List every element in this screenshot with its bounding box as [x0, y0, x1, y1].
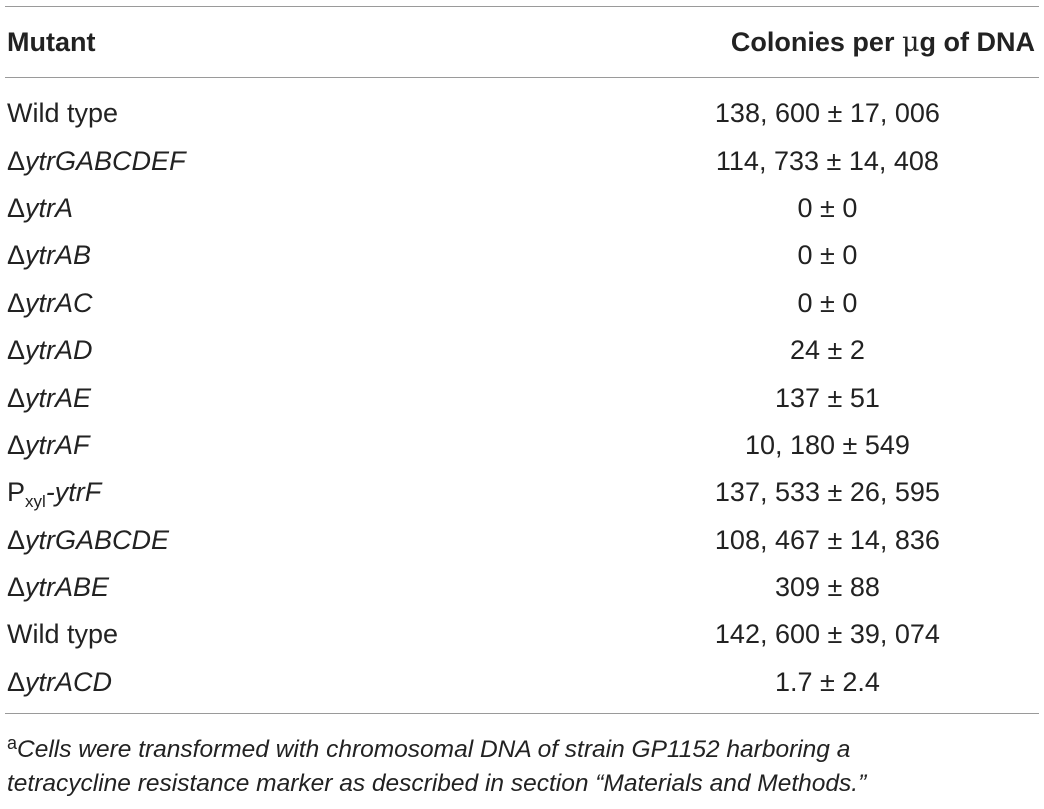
footnote-text-1: Cells were transformed with chromosomal …: [17, 736, 851, 764]
mutant-name: ytrABE: [25, 572, 110, 603]
footnote-marker: a: [7, 733, 18, 754]
table-row: Wild type 142, 600 ± 39, 074: [5, 611, 1039, 658]
table-row: ΔytrAB 0 ± 0: [5, 232, 1039, 279]
cell-colonies: 138, 600 ± 17, 006: [714, 98, 940, 129]
header-colonies-suffix: g of DNA: [919, 26, 1035, 57]
cell-colonies: 1.7 ± 2.4: [774, 666, 880, 697]
cell-mutant: ΔytrAB: [5, 240, 606, 271]
cell-mutant: Pxyl-ytrF: [5, 477, 606, 512]
mutant-prefix: Δ: [7, 666, 26, 697]
table-row: ΔytrACD 1.7 ± 2.4: [5, 659, 1039, 706]
table-header-row: Mutant Colonies per μg of DNA: [5, 7, 1039, 77]
mutant-prefix: P: [7, 477, 26, 508]
mutant-prefix: Δ: [7, 145, 26, 176]
results-table: Mutant Colonies per μg of DNA Wild type 1…: [5, 6, 1039, 801]
cell-mutant: ΔytrAD: [5, 335, 606, 366]
cell-colonies: 309 ± 88: [774, 572, 880, 603]
mutant-prefix: Δ: [7, 287, 26, 318]
table-row: Wild type 138, 600 ± 17, 006: [5, 90, 1039, 137]
header-colonies-prefix: Colonies per: [730, 26, 902, 57]
table-row: ΔytrA 0 ± 0: [5, 185, 1039, 232]
mutant-name: ytrACD: [25, 666, 113, 697]
mutant-prefix: Δ: [7, 192, 26, 223]
cell-colonies: 10, 180 ± 549: [744, 429, 910, 460]
cell-colonies: 0 ± 0: [797, 192, 858, 223]
cell-mutant: ΔytrGABCDE: [5, 525, 606, 556]
mutant-prefix: Δ: [7, 572, 26, 603]
cell-mutant: ΔytrA: [5, 193, 606, 224]
mutant-name: ytrGABCDE: [25, 524, 170, 555]
cell-colonies: 137, 533 ± 26, 595: [714, 477, 940, 508]
table-row: ΔytrGABCDEF 114, 733 ± 14, 408: [5, 137, 1039, 184]
cell-colonies: 114, 733 ± 14, 408: [715, 145, 939, 176]
cell-colonies: 0 ± 0: [797, 287, 858, 318]
mutant-name: ytrAB: [25, 240, 92, 271]
table-bottom-rule: [5, 713, 1039, 715]
cell-mutant: Wild type: [5, 98, 606, 129]
header-mutant: Mutant: [7, 26, 96, 57]
mutant-subscript: xyl: [25, 492, 46, 512]
cell-mutant: ΔytrACD: [5, 667, 606, 698]
table-header-rule: [5, 77, 1039, 78]
cell-mutant: ΔytrAC: [5, 288, 606, 319]
header-colonies: Colonies per μg of DNA: [731, 27, 1039, 58]
table-row: ΔytrAF 10, 180 ± 549: [5, 422, 1039, 469]
mutant-name: ytrAC: [25, 287, 93, 318]
mutant-name: ytrA: [25, 192, 74, 223]
mutant-prefix: Δ: [7, 240, 26, 271]
table-row: ΔytrAD 24 ± 2: [5, 327, 1039, 374]
cell-colonies: 142, 600 ± 39, 074: [714, 619, 940, 650]
mutant-name: Wild type: [7, 98, 119, 129]
footnote-line-2: tetracycline resistance marker as descri…: [7, 770, 867, 798]
mutant-name: ytrAF: [25, 429, 90, 460]
mutant-name: ytrAD: [25, 335, 93, 366]
table-footnote: aCells were transformed with chromosomal…: [5, 726, 1037, 801]
table-body: Wild type 138, 600 ± 17, 006 ΔytrGABCDEF 11…: [5, 78, 1039, 713]
table-row: Pxyl-ytrF 137, 533 ± 26, 595: [5, 469, 1039, 516]
cell-colonies: 24 ± 2: [789, 335, 865, 366]
header-colonies-mu: μ: [901, 26, 920, 58]
cell-colonies: 0 ± 0: [797, 240, 858, 271]
table-row: ΔytrAC 0 ± 0: [5, 280, 1039, 327]
cell-mutant: ΔytrGABCDEF: [5, 146, 606, 177]
mutant-prefix: Δ: [7, 429, 26, 460]
table-top-rule: [5, 6, 1039, 7]
cell-colonies: 108, 467 ± 14, 836: [714, 524, 940, 555]
mutant-name: -ytrF: [45, 477, 102, 508]
mutant-name: Wild type: [7, 619, 119, 650]
mutant-prefix: Δ: [7, 335, 26, 366]
cell-mutant: Wild type: [5, 619, 606, 650]
cell-mutant: ΔytrABE: [5, 572, 606, 603]
footnote-line-1: aCells were transformed with chromosomal…: [7, 726, 1037, 767]
cell-colonies: 137 ± 51: [774, 382, 880, 413]
mutant-name: ytrGABCDEF: [25, 145, 186, 176]
table-row: ΔytrABE 309 ± 88: [5, 564, 1039, 611]
cell-mutant: ΔytrAE: [5, 383, 606, 414]
table-row: ΔytrGABCDE 108, 467 ± 14, 836: [5, 517, 1039, 564]
table-row: ΔytrAE 137 ± 51: [5, 374, 1039, 421]
mutant-prefix: Δ: [7, 382, 26, 413]
cell-mutant: ΔytrAF: [5, 430, 606, 461]
mutant-name: ytrAE: [25, 382, 92, 413]
mutant-prefix: Δ: [7, 524, 26, 555]
